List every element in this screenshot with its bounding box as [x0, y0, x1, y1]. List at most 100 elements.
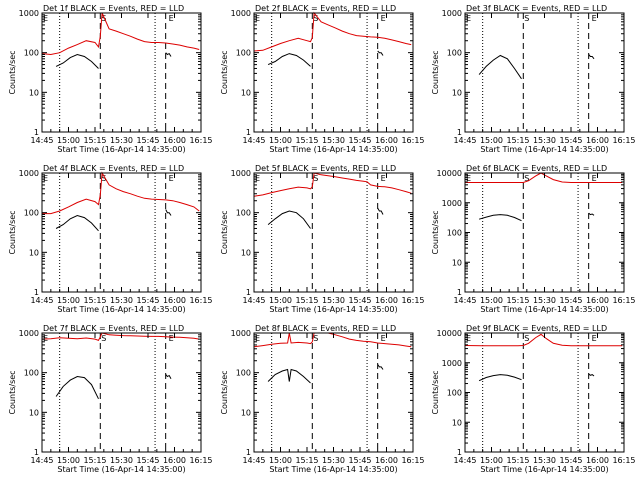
x-tick-label: 15:00 — [480, 296, 503, 305]
x-tick-label: 16:15 — [189, 296, 212, 305]
chart-title: Det 7f BLACK = Events, RED = LLD — [43, 324, 184, 333]
y-tick-label: 10 — [452, 88, 462, 97]
event-marker-label: E — [592, 14, 597, 23]
series-line-events — [588, 54, 595, 60]
y-tick-label: 10 — [241, 88, 251, 97]
series-line-events — [267, 53, 311, 67]
x-tick-label: 16:00 — [375, 456, 398, 465]
x-tick-label: 15:45 — [136, 136, 159, 145]
y-axis-label: Counts/sec — [8, 210, 17, 254]
event-marker-label: S — [101, 174, 106, 183]
x-axis-label: Start Time (16-Apr-14 14:35:00) — [57, 465, 185, 474]
series-line-lld — [253, 332, 412, 348]
plot-frame — [464, 332, 625, 453]
series-line-events — [165, 52, 172, 57]
series-line-lld — [253, 11, 412, 52]
series-line-lld — [42, 171, 200, 215]
chart-title: Det 1f BLACK = Events, RED = LLD — [43, 4, 184, 13]
series-line-events — [267, 210, 311, 229]
x-tick-label: 16:00 — [163, 456, 186, 465]
event-marker-label: E — [381, 14, 386, 23]
x-tick-label: 15:15 — [295, 456, 318, 465]
plot-frame — [464, 12, 625, 133]
y-tick-label: 10000 — [437, 329, 462, 338]
x-tick-label: 15:15 — [506, 456, 529, 465]
y-tick-label: 100 — [447, 49, 462, 58]
y-tick-label: 1 — [457, 448, 462, 457]
x-tick-label: 15:30 — [533, 456, 556, 465]
x-tick-label: 16:15 — [401, 456, 424, 465]
y-tick-label: 100 — [236, 209, 251, 218]
y-tick-label: 1000 — [442, 9, 462, 18]
x-tick-label: 16:00 — [163, 136, 186, 145]
x-tick-label: 14:45 — [453, 136, 476, 145]
x-axis-label: Start Time (16-Apr-14 14:35:00) — [57, 145, 185, 154]
event-marker-label: S — [524, 14, 529, 23]
x-tick-label: 15:45 — [348, 296, 371, 305]
event-marker-label: S — [101, 14, 106, 23]
y-tick-label: 10 — [452, 258, 462, 267]
x-tick-label: 15:15 — [83, 456, 106, 465]
y-tick-label: 1 — [457, 128, 462, 137]
x-tick-label: 14:45 — [242, 456, 265, 465]
x-tick-label: 15:00 — [57, 456, 80, 465]
plot-frame — [253, 332, 414, 453]
y-tick-label: 1000 — [19, 169, 39, 178]
y-tick-label: 1 — [246, 288, 251, 297]
y-tick-label: 10 — [452, 418, 462, 427]
x-tick-label: 14:45 — [453, 456, 476, 465]
x-tick-label: 15:15 — [83, 136, 106, 145]
y-tick-label: 1 — [246, 128, 251, 137]
x-tick-label: 14:45 — [242, 136, 265, 145]
chart-title: Det 3f BLACK = Events, RED = LLD — [466, 4, 607, 13]
series-line-events — [377, 207, 384, 215]
series-line-events — [478, 374, 522, 382]
y-tick-label: 1000 — [442, 359, 462, 368]
y-axis-label: Counts/sec — [220, 210, 229, 254]
y-tick-label: 10 — [241, 248, 251, 257]
x-tick-label: 15:15 — [506, 296, 529, 305]
series-line-events — [478, 54, 522, 80]
series-line-events — [165, 209, 172, 216]
y-tick-label: 10 — [29, 88, 39, 97]
x-tick-label: 15:45 — [559, 296, 582, 305]
event-marker-label: E — [255, 14, 260, 23]
y-axis-label: Counts/sec — [431, 210, 440, 254]
y-axis-label: Counts/sec — [220, 370, 229, 414]
x-axis-label: Start Time (16-Apr-14 14:35:00) — [480, 305, 608, 314]
x-tick-label: 15:00 — [269, 456, 292, 465]
event-marker-label: S — [524, 174, 529, 183]
series-line-events — [267, 368, 311, 384]
y-axis-label: Counts/sec — [8, 50, 17, 94]
event-marker-label: E — [169, 334, 174, 343]
x-tick-label: 14:45 — [30, 296, 53, 305]
y-tick-label: 10 — [241, 408, 251, 417]
event-marker-label: E — [169, 174, 174, 183]
y-tick-label: 100 — [24, 209, 39, 218]
x-tick-label: 14:45 — [30, 456, 53, 465]
y-tick-label: 10 — [29, 248, 39, 257]
y-tick-label: 1 — [34, 448, 39, 457]
x-tick-label: 15:45 — [136, 456, 159, 465]
y-axis-label: Counts/sec — [8, 370, 17, 414]
y-tick-label: 100 — [24, 49, 39, 58]
event-marker-label: E — [592, 174, 597, 183]
series-line-events — [377, 364, 384, 370]
y-axis-label: Counts/sec — [220, 50, 229, 94]
event-marker-label: E — [255, 174, 260, 183]
series-line-lld — [41, 332, 200, 342]
x-tick-label: 15:00 — [269, 296, 292, 305]
y-axis-label: Counts/sec — [431, 370, 440, 414]
x-tick-label: 15:15 — [83, 296, 106, 305]
y-tick-label: 1 — [34, 128, 39, 137]
event-marker-label: E — [43, 14, 48, 23]
plot-frame — [41, 12, 202, 133]
event-marker-label: E — [466, 174, 471, 183]
x-axis-label: Start Time (16-Apr-14 14:35:00) — [57, 305, 185, 314]
x-tick-label: 15:15 — [506, 136, 529, 145]
